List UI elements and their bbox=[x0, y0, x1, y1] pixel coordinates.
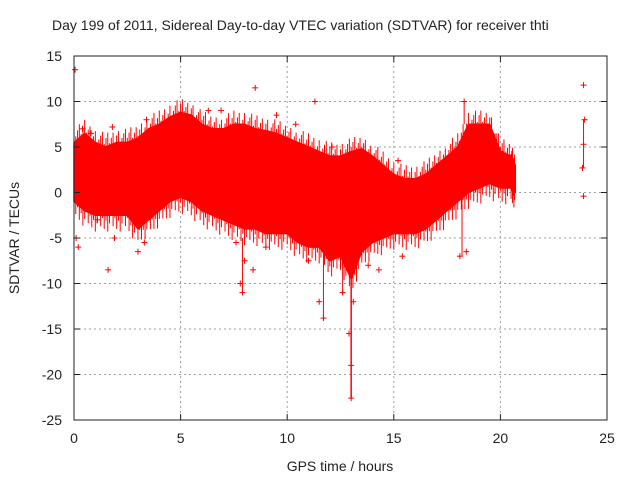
data-point bbox=[218, 107, 225, 114]
y-tick-label: -15 bbox=[42, 321, 62, 337]
y-tick-label: -5 bbox=[50, 230, 63, 246]
y-tick-label: -10 bbox=[42, 276, 62, 292]
data-point bbox=[399, 253, 406, 260]
data-point bbox=[375, 266, 382, 273]
data-point bbox=[365, 262, 372, 269]
y-axis-label: SDTVAR / TECUs bbox=[6, 182, 22, 294]
x-tick-label: 10 bbox=[279, 430, 295, 446]
chart-title: Day 199 of 2011, Sidereal Day-to-day VTE… bbox=[52, 17, 549, 33]
data-point bbox=[273, 112, 280, 119]
data-point bbox=[94, 216, 101, 223]
x-tick-label: 15 bbox=[386, 430, 402, 446]
y-tick-label: 5 bbox=[54, 139, 62, 155]
data-point bbox=[79, 125, 86, 132]
y-tick-label: 10 bbox=[46, 94, 62, 110]
data-point bbox=[395, 157, 402, 164]
y-tick-label: 0 bbox=[54, 185, 62, 201]
data-point bbox=[580, 82, 587, 89]
data-point bbox=[141, 239, 148, 246]
data-point bbox=[75, 244, 82, 251]
x-tick-label: 0 bbox=[70, 430, 78, 446]
data-point bbox=[328, 144, 335, 150]
y-tick-label: -25 bbox=[42, 412, 62, 428]
x-axis-label: GPS time / hours bbox=[287, 458, 394, 474]
data-series bbox=[72, 66, 588, 402]
data-point bbox=[109, 123, 116, 130]
data-point bbox=[311, 98, 318, 105]
axis-ticks: 0 5 10 15 20 25 -25 -20 -15 -10 -5 0 5 10 15 bbox=[42, 48, 615, 446]
y-tick-label: -20 bbox=[42, 367, 62, 383]
data-point bbox=[579, 164, 586, 171]
data-point bbox=[72, 66, 79, 73]
data-point bbox=[463, 248, 470, 255]
data-point bbox=[88, 130, 95, 137]
x-tick-label: 25 bbox=[599, 430, 615, 446]
data-point bbox=[292, 121, 299, 128]
data-point bbox=[581, 116, 588, 123]
data-point bbox=[250, 266, 257, 273]
data-point bbox=[356, 157, 363, 164]
x-tick-label: 20 bbox=[493, 430, 509, 446]
data-point bbox=[105, 266, 112, 273]
data-point bbox=[305, 257, 312, 264]
data-point bbox=[580, 193, 587, 200]
data-point bbox=[134, 248, 141, 255]
x-tick-label: 5 bbox=[177, 430, 185, 446]
data-point bbox=[252, 84, 259, 91]
y-tick-label: 15 bbox=[46, 48, 62, 64]
data-point bbox=[143, 116, 150, 123]
data-point bbox=[233, 239, 240, 246]
data-point bbox=[316, 298, 323, 305]
data-point bbox=[205, 107, 212, 114]
data-point bbox=[262, 244, 269, 251]
data-point bbox=[111, 235, 118, 241]
data-point bbox=[497, 148, 504, 155]
